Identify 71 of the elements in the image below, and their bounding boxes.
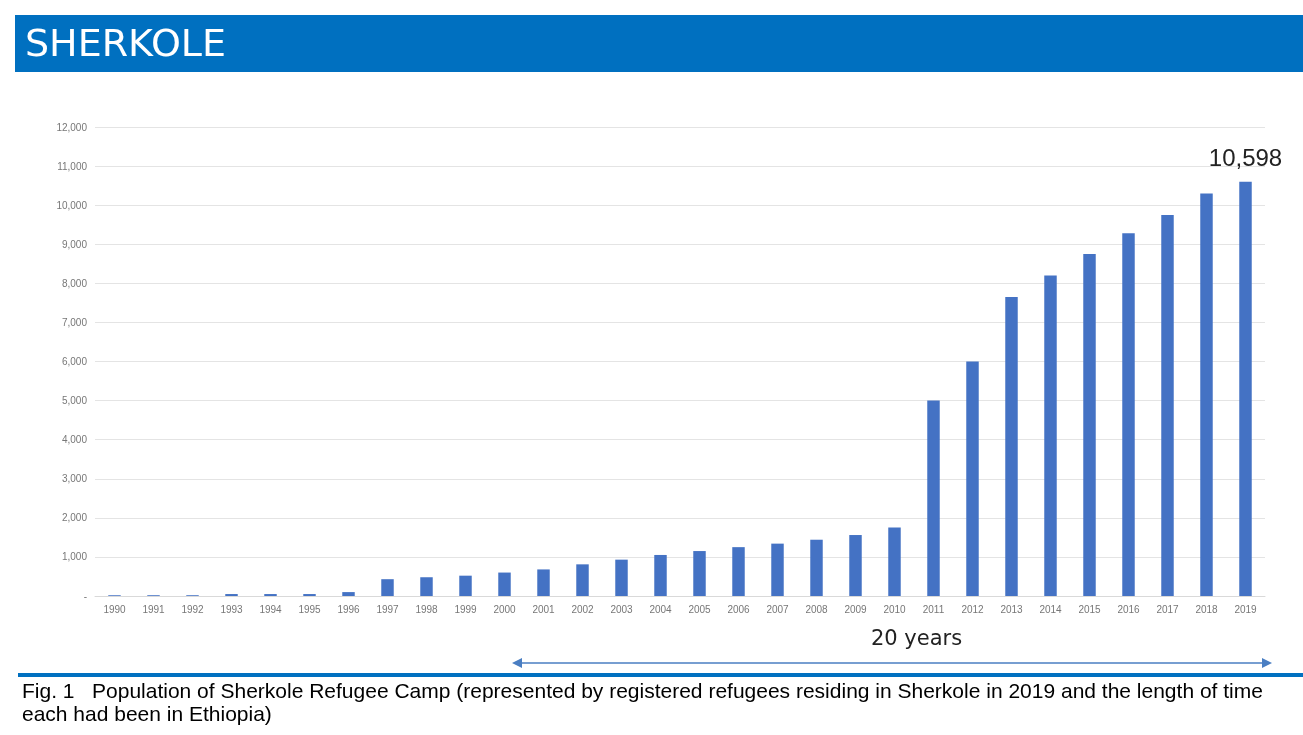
y-tick-label: 7,000 xyxy=(61,316,88,328)
bar xyxy=(576,564,589,596)
bar xyxy=(1044,275,1057,596)
x-tick-label: 2010 xyxy=(883,603,907,615)
x-tick-label: 1996 xyxy=(337,603,361,615)
bar xyxy=(810,539,823,596)
bar xyxy=(1122,233,1135,596)
x-tick-label: 2004 xyxy=(649,603,673,615)
y-tick-label: 9,000 xyxy=(61,238,88,250)
bar xyxy=(459,575,472,596)
x-tick-label: 2015 xyxy=(1078,603,1102,615)
bar xyxy=(966,361,979,596)
y-tick-label: 6,000 xyxy=(61,356,88,367)
bar xyxy=(1005,297,1018,596)
x-tick-label: 1994 xyxy=(259,603,283,615)
caption: Fig. 1 Population of Sherkole Refugee Camp (represented by registered refugees residing in Sherkole in 2019 and the length of time each had been in Ethiopia) xyxy=(22,679,1264,725)
bar xyxy=(1200,193,1213,596)
x-tick-label: 1999 xyxy=(454,603,478,615)
text: 20 years xyxy=(869,626,964,650)
bar xyxy=(927,400,940,596)
bar xyxy=(1083,254,1096,596)
x-tick-label: 2016 xyxy=(1117,603,1141,615)
y-tick-label: 10,000 xyxy=(56,199,88,211)
bar xyxy=(615,559,628,596)
bar xyxy=(498,572,511,596)
x-tick-label: 2017 xyxy=(1156,603,1180,615)
x-tick-label: 1995 xyxy=(298,603,322,615)
y-tick-label: 11,000 xyxy=(57,160,88,172)
x-tick-label: 2013 xyxy=(1000,603,1024,615)
x-tick-label: 1998 xyxy=(415,603,439,615)
x-tick-label: 1992 xyxy=(181,603,205,615)
bar xyxy=(771,543,784,596)
x-tick-label: 2001 xyxy=(532,603,556,615)
x-tick-label: 1997 xyxy=(376,603,400,615)
x-tick-label: 2003 xyxy=(610,603,634,615)
x-tick-label: 2005 xyxy=(688,603,712,615)
bar xyxy=(654,554,667,596)
bar xyxy=(849,535,862,596)
x-tick-label: 2019 xyxy=(1234,603,1258,615)
x-tick-label: 2011 xyxy=(922,603,945,615)
y-tick-label: 12,000 xyxy=(56,121,88,133)
bar xyxy=(420,577,433,596)
x-tick-label: 1990 xyxy=(103,603,127,615)
y-tick-label: 2,000 xyxy=(61,512,88,524)
bar xyxy=(537,569,550,596)
x-tick-label: 2014 xyxy=(1039,603,1063,615)
x-tick-label: 2008 xyxy=(805,603,829,615)
x-tick-label: 2006 xyxy=(727,603,751,615)
x-tick-label: 2018 xyxy=(1195,603,1219,615)
x-tick-label: 2012 xyxy=(961,603,985,615)
bar xyxy=(888,527,901,596)
bar xyxy=(1239,181,1252,596)
y-tick-label: 1,000 xyxy=(61,551,88,563)
chart-title: SHERKOLE xyxy=(15,15,1303,72)
y-tick-label: 8,000 xyxy=(61,277,88,289)
bar xyxy=(381,579,394,596)
x-tick-label: 2007 xyxy=(766,603,790,615)
bar xyxy=(693,551,706,596)
x-tick-label: 1991 xyxy=(142,603,166,615)
y-tick-label: 4,000 xyxy=(61,434,88,446)
y-tick-label: 3,000 xyxy=(61,473,88,485)
bar xyxy=(1161,214,1174,596)
data-label: 10,598 xyxy=(1208,144,1283,172)
x-tick-label: 2009 xyxy=(844,603,868,615)
x-tick-label: 2002 xyxy=(571,603,595,615)
x-tick-label: 1993 xyxy=(220,603,244,615)
x-tick-label: 2000 xyxy=(493,603,517,615)
y-tick-label: 5,000 xyxy=(61,395,88,407)
bar xyxy=(732,547,745,596)
bar xyxy=(342,592,355,596)
y-tick-label: - xyxy=(83,590,87,602)
